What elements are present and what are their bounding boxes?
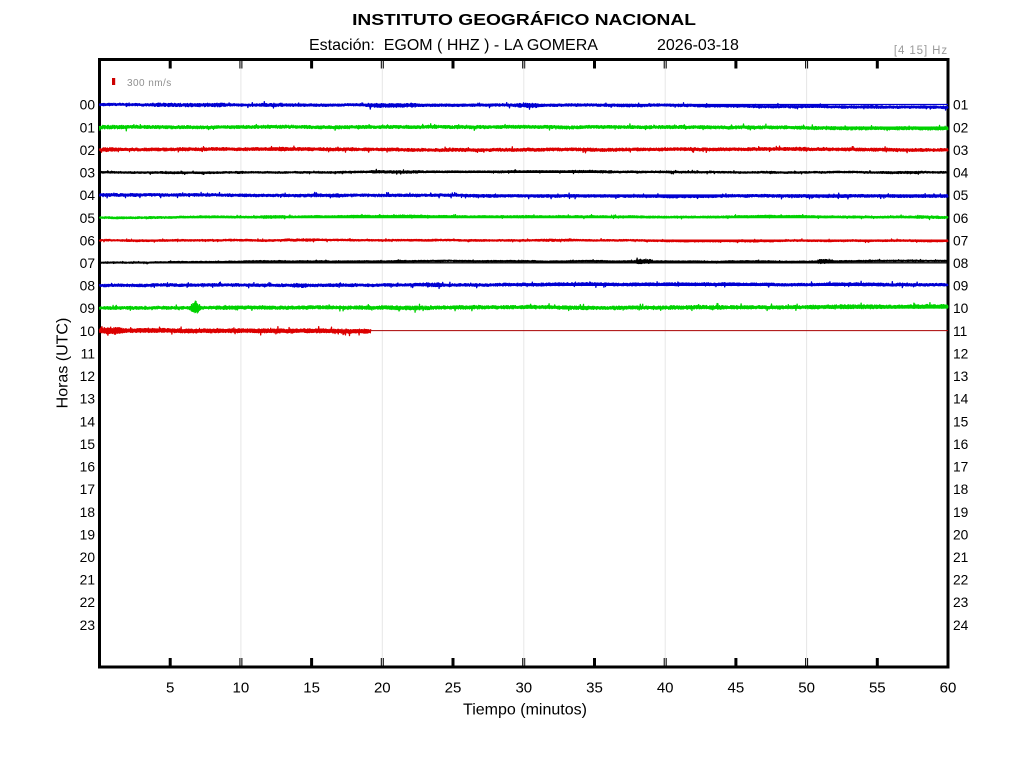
svg-text:300 nm/s: 300 nm/s [127,78,172,89]
svg-text:15: 15 [303,680,320,697]
svg-text:23: 23 [80,618,96,633]
svg-text:55: 55 [869,680,886,697]
svg-text:21: 21 [80,573,95,588]
svg-text:20: 20 [80,550,96,565]
svg-text:11: 11 [953,324,967,339]
svg-text:00: 00 [80,98,96,113]
svg-text:13: 13 [80,392,96,407]
svg-text:07: 07 [80,256,95,271]
svg-text:21: 21 [953,550,968,565]
svg-text:Estación: EGOM ( HHZ ) - LA G: Estación: EGOM ( HHZ ) - LA GOMERA [309,37,598,54]
svg-text:[4 15] Hz: [4 15] Hz [894,45,948,57]
svg-text:Tiempo (minutos): Tiempo (minutos) [463,702,587,719]
svg-text:19: 19 [953,505,969,520]
svg-text:11: 11 [81,346,95,361]
svg-text:25: 25 [445,680,462,697]
svg-text:17: 17 [80,482,95,497]
svg-text:16: 16 [953,437,969,452]
svg-text:40: 40 [657,680,674,697]
svg-text:06: 06 [80,233,96,248]
svg-text:5: 5 [166,680,174,697]
svg-text:12: 12 [80,369,95,384]
svg-text:16: 16 [80,459,96,474]
svg-text:Horas (UTC): Horas (UTC) [55,318,72,409]
svg-text:17: 17 [953,459,968,474]
svg-text:30: 30 [515,680,532,697]
svg-text:09: 09 [80,301,96,316]
svg-text:18: 18 [953,482,969,497]
svg-text:12: 12 [953,346,968,361]
svg-text:03: 03 [80,165,96,180]
svg-text:15: 15 [953,414,969,429]
svg-text:22: 22 [80,595,95,610]
svg-text:07: 07 [953,233,968,248]
svg-text:05: 05 [80,211,96,226]
svg-text:35: 35 [586,680,603,697]
svg-text:22: 22 [953,573,968,588]
svg-text:13: 13 [953,369,969,384]
svg-text:04: 04 [953,165,969,180]
svg-text:2026-03-18: 2026-03-18 [657,37,739,54]
svg-text:01: 01 [953,98,968,113]
svg-text:03: 03 [953,143,969,158]
svg-text:10: 10 [233,680,250,697]
svg-text:10: 10 [80,324,96,339]
svg-text:60: 60 [940,680,957,697]
svg-text:23: 23 [953,595,969,610]
svg-text:09: 09 [953,279,969,294]
svg-text:15: 15 [80,437,96,452]
svg-text:24: 24 [953,618,969,633]
svg-text:18: 18 [80,505,96,520]
svg-text:10: 10 [953,301,969,316]
svg-text:50: 50 [798,680,815,697]
svg-text:14: 14 [953,392,969,407]
svg-text:06: 06 [953,211,969,226]
svg-text:01: 01 [80,120,95,135]
svg-text:02: 02 [953,120,968,135]
svg-text:04: 04 [80,188,96,203]
svg-text:20: 20 [953,527,969,542]
svg-text:45: 45 [728,680,745,697]
svg-text:14: 14 [80,414,96,429]
svg-text:08: 08 [80,279,96,294]
svg-text:02: 02 [80,143,95,158]
svg-text:20: 20 [374,680,391,697]
svg-text:19: 19 [80,527,96,542]
svg-text:INSTITUTO GEOGRÁFICO NACIONAL: INSTITUTO GEOGRÁFICO NACIONAL [352,10,696,29]
svg-text:05: 05 [953,188,969,203]
svg-text:08: 08 [953,256,969,271]
